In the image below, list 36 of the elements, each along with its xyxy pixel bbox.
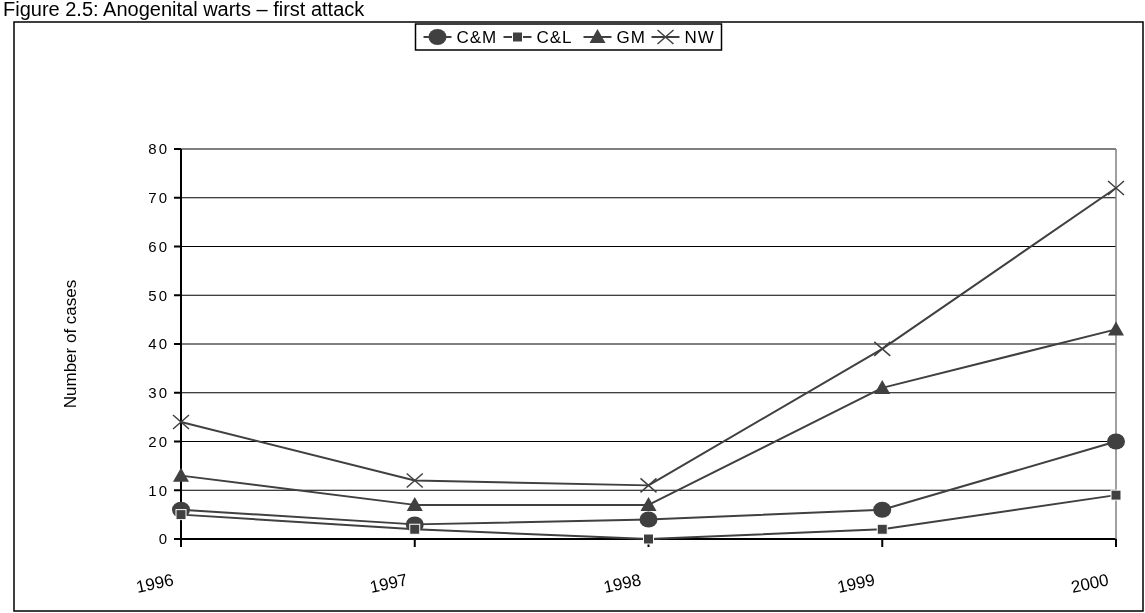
legend-label: C&L — [536, 27, 573, 47]
x-tick-label: 1999 — [835, 570, 877, 597]
point — [173, 467, 189, 482]
x-tick-label: 1998 — [601, 570, 643, 597]
point — [876, 523, 888, 535]
y-tick-label: 40 — [148, 335, 169, 353]
point — [1110, 489, 1122, 501]
point — [172, 414, 190, 430]
y-tick-label: 80 — [148, 140, 169, 158]
legend-label: C&M — [456, 27, 498, 47]
point — [873, 341, 891, 357]
y-tick-label: 70 — [148, 189, 169, 206]
x-tick-label: 2000 — [1069, 570, 1111, 597]
point — [874, 379, 891, 394]
point — [1107, 433, 1125, 450]
point — [639, 511, 658, 528]
y-tick-label: 50 — [148, 286, 169, 304]
point — [873, 501, 892, 518]
y-tick-label: 0 — [158, 530, 169, 548]
y-tick-label: 60 — [148, 237, 169, 255]
point — [1108, 321, 1124, 336]
x-tick-label: 1997 — [368, 570, 410, 597]
point — [1107, 180, 1125, 196]
y-tick-label: 10 — [148, 481, 169, 499]
point — [643, 533, 654, 545]
y-tick-label: 20 — [148, 432, 169, 450]
point — [639, 477, 658, 494]
chart-title: Figure 2.5: Anogenital warts – first attack — [3, 0, 366, 20]
x-tick-label: 1996 — [134, 570, 176, 597]
legend-label: GM — [616, 27, 646, 47]
point — [640, 496, 657, 511]
point — [406, 496, 423, 511]
y-tick-label: 30 — [148, 384, 169, 401]
legend-label: NW — [684, 27, 715, 47]
point — [406, 472, 424, 489]
y-axis-title: Number of cases — [61, 279, 80, 409]
